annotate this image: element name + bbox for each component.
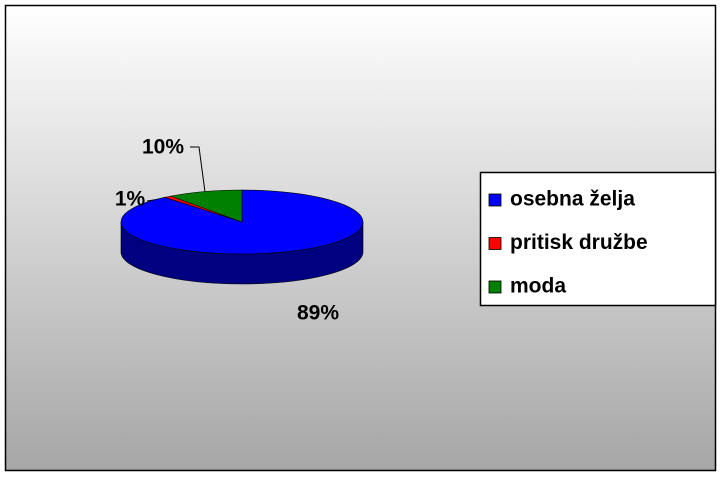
leader-line bbox=[190, 146, 206, 193]
data-label: 1% bbox=[115, 188, 146, 211]
data-label: 89% bbox=[297, 302, 339, 325]
legend-label: pritisk družbe bbox=[510, 231, 648, 254]
slice-top bbox=[169, 189, 243, 223]
legend-swatch bbox=[488, 193, 502, 207]
legend-swatch bbox=[488, 280, 502, 294]
legend-box bbox=[479, 171, 717, 307]
legend-label: osebna želja bbox=[510, 188, 635, 211]
data-label: 10% bbox=[142, 136, 184, 159]
legend-label: moda bbox=[510, 275, 566, 298]
pie-slice bbox=[169, 189, 243, 223]
legend-swatch bbox=[488, 237, 502, 250]
